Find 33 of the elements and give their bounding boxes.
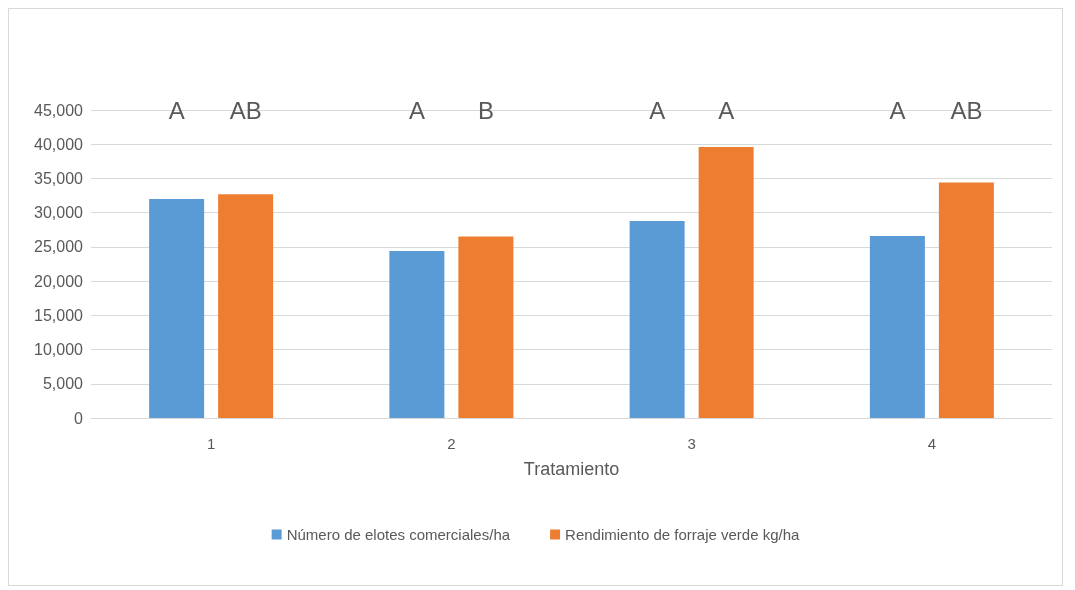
bar bbox=[938, 182, 994, 418]
y-tick-label: 10,000 bbox=[34, 341, 84, 359]
bar bbox=[218, 194, 274, 418]
x-tick-label: 4 bbox=[927, 435, 937, 452]
annotation: A bbox=[649, 96, 666, 124]
y-tick-label: 30,000 bbox=[34, 204, 84, 222]
annotation: A bbox=[408, 96, 425, 124]
bar bbox=[458, 236, 514, 418]
annotation: AB bbox=[950, 96, 983, 124]
x-axis-title: Tratamiento bbox=[523, 459, 620, 479]
bar bbox=[149, 198, 205, 418]
annotation: A bbox=[718, 96, 735, 124]
legend-label: Rendimiento de forraje verde kg/ha bbox=[565, 526, 801, 543]
x-tick-label: 3 bbox=[687, 435, 696, 452]
y-tick-label: 15,000 bbox=[34, 306, 84, 324]
y-tick-label: 45,000 bbox=[34, 101, 84, 119]
y-tick-label: 40,000 bbox=[34, 135, 84, 153]
bar bbox=[869, 235, 925, 418]
annotation: A bbox=[889, 96, 906, 124]
annotation: B bbox=[477, 96, 494, 124]
annotation: AB bbox=[229, 96, 262, 124]
bar bbox=[629, 220, 685, 418]
y-tick-label: 25,000 bbox=[34, 238, 84, 256]
y-tick-label: 5,000 bbox=[42, 375, 84, 393]
x-tick-label: 1 bbox=[206, 435, 216, 452]
bar bbox=[698, 146, 754, 418]
y-tick-label: 20,000 bbox=[34, 272, 84, 290]
y-tick-label: 35,000 bbox=[34, 169, 84, 187]
annotation: A bbox=[168, 96, 185, 124]
legend-label: Número de elotes comerciales/ha bbox=[286, 526, 511, 543]
bar bbox=[389, 251, 445, 418]
x-tick-label: 2 bbox=[447, 435, 456, 452]
y-tick-label: 0 bbox=[74, 409, 84, 427]
